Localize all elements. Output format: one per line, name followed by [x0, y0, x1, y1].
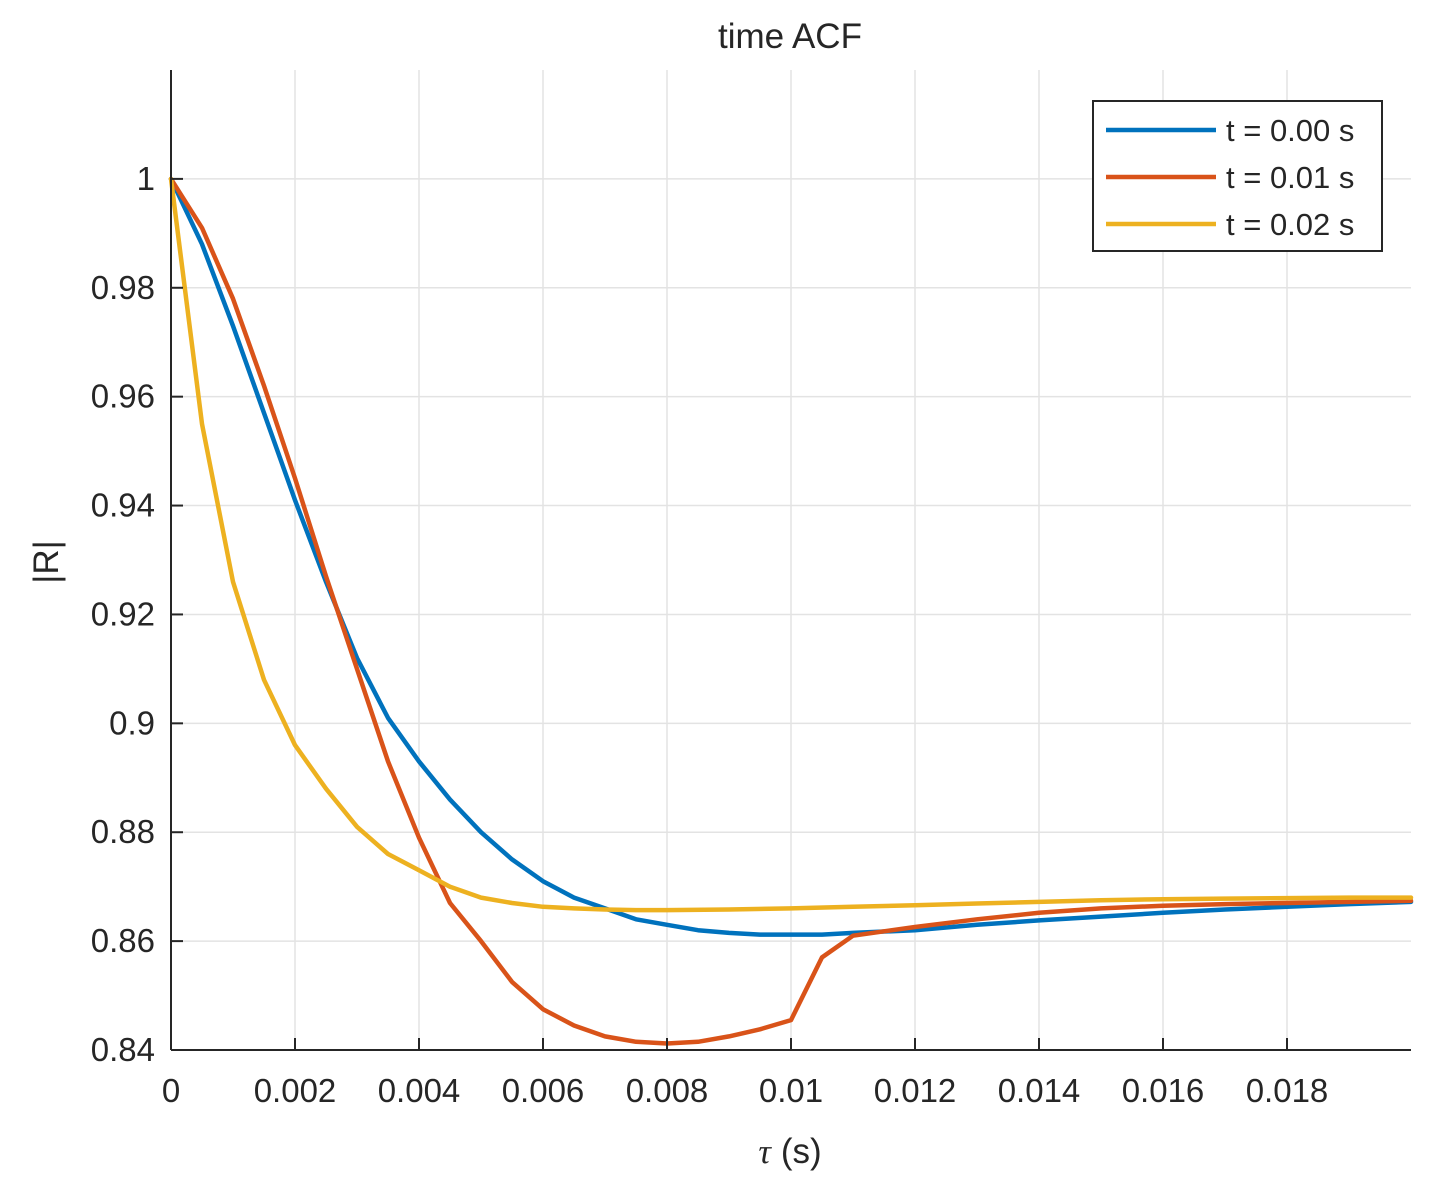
y-tick-label: 0.94: [91, 487, 155, 524]
y-tick-label: 0.84: [91, 1031, 155, 1068]
y-tick-label: 0.98: [91, 269, 155, 306]
x-ticks: 0 0.002 0.004 0.006 0.008 0.01 0.012 0.014 0.016…: [162, 1038, 1328, 1109]
y-tick-label: 1: [137, 160, 155, 197]
x-tick-label: 0.008: [626, 1072, 709, 1109]
x-axis-label-symbol: τ: [758, 1132, 772, 1171]
y-axis-label: |R|: [27, 540, 66, 583]
y-tick-label: 0.9: [109, 704, 155, 741]
x-axis-label-unit: (s): [781, 1132, 822, 1171]
chart-title: time ACF: [718, 17, 862, 56]
y-tick-label: 0.86: [91, 922, 155, 959]
legend-label-3: t = 0.02 s: [1226, 207, 1354, 242]
x-tick-label: 0: [162, 1072, 180, 1109]
x-tick-label: 0.016: [1122, 1072, 1205, 1109]
grid: [171, 70, 1411, 1050]
x-tick-label: 0.01: [759, 1072, 823, 1109]
x-tick-label: 0.018: [1246, 1072, 1329, 1109]
x-axis-label: τ (s): [758, 1132, 821, 1171]
y-tick-label: 0.88: [91, 813, 155, 850]
x-tick-label: 0.006: [502, 1072, 585, 1109]
x-tick-label: 0.002: [254, 1072, 337, 1109]
x-tick-label: 0.004: [378, 1072, 461, 1109]
legend-label-1: t = 0.00 s: [1226, 113, 1354, 148]
legend: t = 0.00 s t = 0.01 s t = 0.02 s: [1092, 100, 1383, 252]
x-tick-label: 0.014: [998, 1072, 1081, 1109]
series-line-3: [168, 176, 1414, 913]
y-ticks: 0.84 0.86 0.88 0.9 0.92 0.94 0.96 0.98 1: [91, 160, 183, 1068]
legend-label-2: t = 0.01 s: [1226, 160, 1354, 195]
y-tick-label: 0.92: [91, 595, 155, 632]
y-tick-label: 0.96: [91, 378, 155, 415]
x-tick-label: 0.012: [874, 1072, 957, 1109]
